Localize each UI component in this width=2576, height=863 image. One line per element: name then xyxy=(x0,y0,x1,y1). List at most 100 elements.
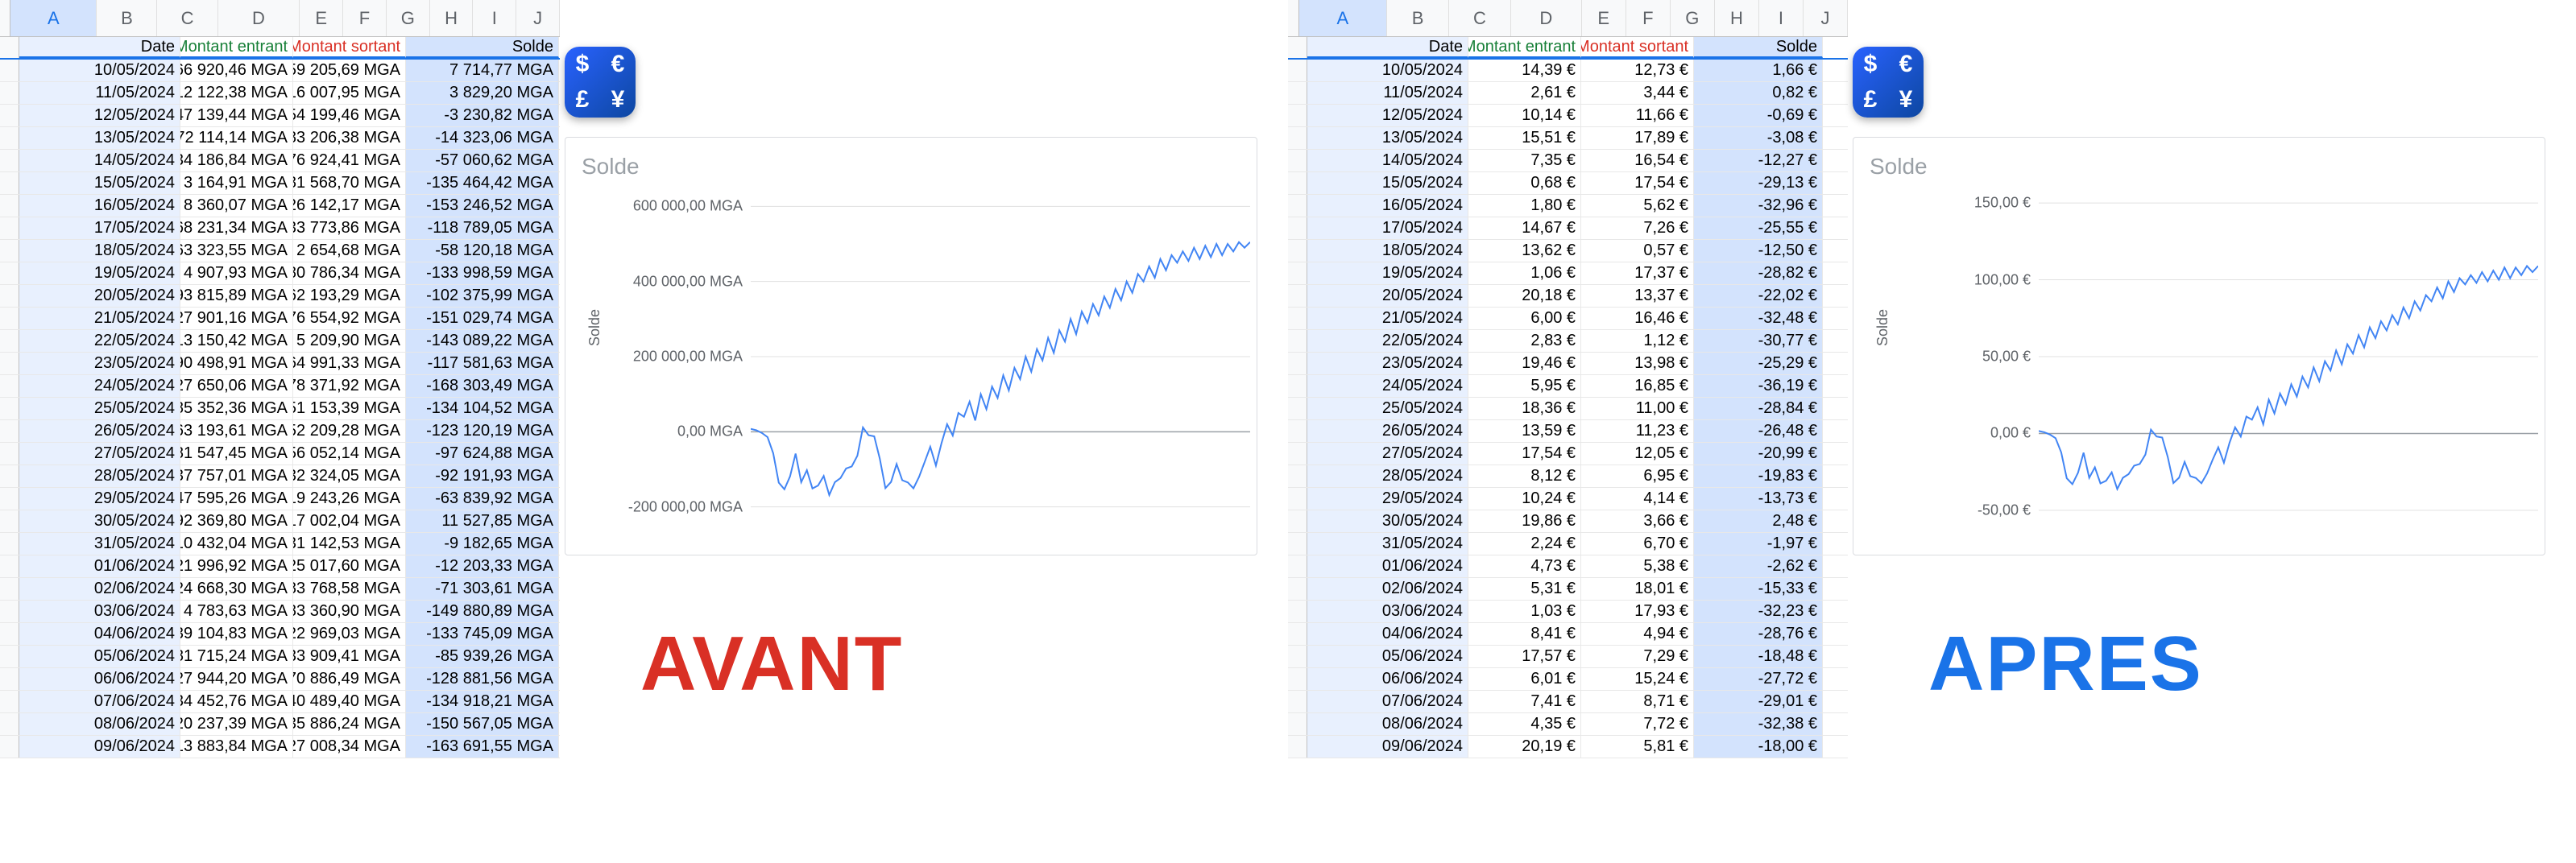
cell[interactable]: -97 624,88 MGA xyxy=(406,443,559,465)
cell[interactable]: 18/05/2024 xyxy=(19,240,180,262)
cell[interactable]: 15/05/2024 xyxy=(1307,172,1468,194)
cell[interactable]: 23/05/2024 xyxy=(19,353,180,374)
cell[interactable]: 76 554,92 MGA xyxy=(293,308,406,329)
cell[interactable]: -12,50 € xyxy=(1694,240,1823,262)
cell[interactable]: 10,14 € xyxy=(1468,105,1581,126)
cell[interactable]: -32,96 € xyxy=(1694,195,1823,217)
cell[interactable]: 83 206,38 MGA xyxy=(293,127,406,149)
cell[interactable]: 20/05/2024 xyxy=(19,285,180,307)
cell[interactable]: -134 104,52 MGA xyxy=(406,398,559,419)
cell[interactable]: 5,31 € xyxy=(1468,578,1581,600)
cell[interactable]: -13,73 € xyxy=(1694,488,1823,510)
cell[interactable]: 7,41 € xyxy=(1468,691,1581,712)
cell[interactable]: -29,13 € xyxy=(1694,172,1823,194)
cell[interactable]: 17,54 € xyxy=(1581,172,1694,194)
cell[interactable]: -135 464,42 MGA xyxy=(406,172,559,194)
cell[interactable]: -9 182,65 MGA xyxy=(406,533,559,555)
cell[interactable]: -0,69 € xyxy=(1694,105,1823,126)
cell[interactable]: -14 323,06 MGA xyxy=(406,127,559,149)
cell[interactable]: -36,19 € xyxy=(1694,375,1823,397)
cell[interactable]: 6,00 € xyxy=(1468,308,1581,329)
cell[interactable]: 27 650,06 MGA xyxy=(180,375,293,397)
cell[interactable]: 24/05/2024 xyxy=(1307,375,1468,397)
cell[interactable]: 16/05/2024 xyxy=(19,195,180,217)
cell[interactable]: 05/06/2024 xyxy=(19,646,180,667)
cell[interactable]: 6,95 € xyxy=(1581,465,1694,487)
cell[interactable]: 17,37 € xyxy=(1581,262,1694,284)
cell[interactable]: -168 303,49 MGA xyxy=(406,375,559,397)
cell[interactable]: 13 883,84 MGA xyxy=(180,736,293,758)
cell[interactable]: 5,95 € xyxy=(1468,375,1581,397)
header-cell[interactable]: Montant entrant xyxy=(1468,37,1581,58)
cell[interactable]: -25,55 € xyxy=(1694,217,1823,239)
cell[interactable]: 14,67 € xyxy=(1468,217,1581,239)
cell[interactable]: -117 581,63 MGA xyxy=(406,353,559,374)
cell[interactable]: 19,86 € xyxy=(1468,510,1581,532)
currency-converter-icon[interactable]: $€£¥ xyxy=(565,47,636,118)
column-header-f[interactable]: F xyxy=(343,0,387,36)
cell[interactable]: 54 199,46 MGA xyxy=(293,105,406,126)
cell[interactable]: 13,37 € xyxy=(1581,285,1694,307)
cell[interactable]: -12,27 € xyxy=(1694,150,1823,171)
cell[interactable]: 2,61 € xyxy=(1468,82,1581,104)
cell[interactable]: 28/05/2024 xyxy=(1307,465,1468,487)
cell[interactable]: -15,33 € xyxy=(1694,578,1823,600)
cell[interactable]: 27/05/2024 xyxy=(19,443,180,465)
cell[interactable]: -128 881,56 MGA xyxy=(406,668,559,690)
cell[interactable]: 81 568,70 MGA xyxy=(293,172,406,194)
cell[interactable]: 83 360,90 MGA xyxy=(293,601,406,622)
column-header-a[interactable]: A xyxy=(10,0,97,36)
column-header-i[interactable]: I xyxy=(1759,0,1804,36)
cell[interactable]: 09/06/2024 xyxy=(1307,736,1468,758)
cell[interactable]: -2,62 € xyxy=(1694,555,1823,577)
cell[interactable]: 22/05/2024 xyxy=(19,330,180,352)
cell[interactable]: 14/05/2024 xyxy=(19,150,180,171)
cell[interactable]: -29,01 € xyxy=(1694,691,1823,712)
cell[interactable]: 66 920,46 MGA xyxy=(180,60,293,81)
column-header-c[interactable]: C xyxy=(157,0,217,36)
cell[interactable]: 12/05/2024 xyxy=(19,105,180,126)
cell[interactable]: 4 907,93 MGA xyxy=(180,262,293,284)
cell[interactable]: 22 969,03 MGA xyxy=(293,623,406,645)
cell[interactable]: 6,01 € xyxy=(1468,668,1581,690)
cell[interactable]: 7,72 € xyxy=(1581,713,1694,735)
header-cell[interactable]: Date xyxy=(1307,37,1468,58)
cell[interactable]: 11,66 € xyxy=(1581,105,1694,126)
cell[interactable]: -18,00 € xyxy=(1694,736,1823,758)
cell[interactable]: 24 668,30 MGA xyxy=(180,578,293,600)
header-cell[interactable]: Solde xyxy=(1694,37,1823,58)
cell[interactable]: 35 886,24 MGA xyxy=(293,713,406,735)
cell[interactable]: 08/06/2024 xyxy=(1307,713,1468,735)
cell[interactable]: 34 186,84 MGA xyxy=(180,150,293,171)
cell[interactable]: 26/05/2024 xyxy=(19,420,180,442)
column-header-b[interactable]: B xyxy=(97,0,157,36)
column-header-d[interactable]: D xyxy=(218,0,300,36)
cell[interactable]: 05/06/2024 xyxy=(1307,646,1468,667)
cell[interactable]: 25 017,60 MGA xyxy=(293,555,406,577)
cell[interactable]: 5 209,90 MGA xyxy=(293,330,406,352)
cell[interactable]: 12,05 € xyxy=(1581,443,1694,465)
cell[interactable]: 33 773,86 MGA xyxy=(293,217,406,239)
column-header-h[interactable]: H xyxy=(1715,0,1759,36)
cell[interactable]: 59 205,69 MGA xyxy=(293,60,406,81)
cell[interactable]: 47 595,26 MGA xyxy=(180,488,293,510)
cell[interactable]: 13/05/2024 xyxy=(19,127,180,149)
cell[interactable]: -20,99 € xyxy=(1694,443,1823,465)
cell[interactable]: -123 120,19 MGA xyxy=(406,420,559,442)
cell[interactable]: 17 002,04 MGA xyxy=(293,510,406,532)
cell[interactable]: 18,01 € xyxy=(1581,578,1694,600)
cell[interactable]: 1,12 € xyxy=(1581,330,1694,352)
column-header-c[interactable]: C xyxy=(1449,0,1511,36)
header-cell[interactable]: Solde xyxy=(406,37,559,58)
cell[interactable]: 34 452,76 MGA xyxy=(180,691,293,712)
cell[interactable]: 0,68 € xyxy=(1468,172,1581,194)
cell[interactable]: 11,23 € xyxy=(1581,420,1694,442)
cell[interactable]: 37 757,01 MGA xyxy=(180,465,293,487)
cell[interactable]: 80 786,34 MGA xyxy=(293,262,406,284)
cell[interactable]: 20/05/2024 xyxy=(1307,285,1468,307)
cell[interactable]: 11,00 € xyxy=(1581,398,1694,419)
cell[interactable]: 04/06/2024 xyxy=(1307,623,1468,645)
cell[interactable]: 18/05/2024 xyxy=(1307,240,1468,262)
cell[interactable]: 63 193,61 MGA xyxy=(180,420,293,442)
cell[interactable]: 85 352,36 MGA xyxy=(180,398,293,419)
